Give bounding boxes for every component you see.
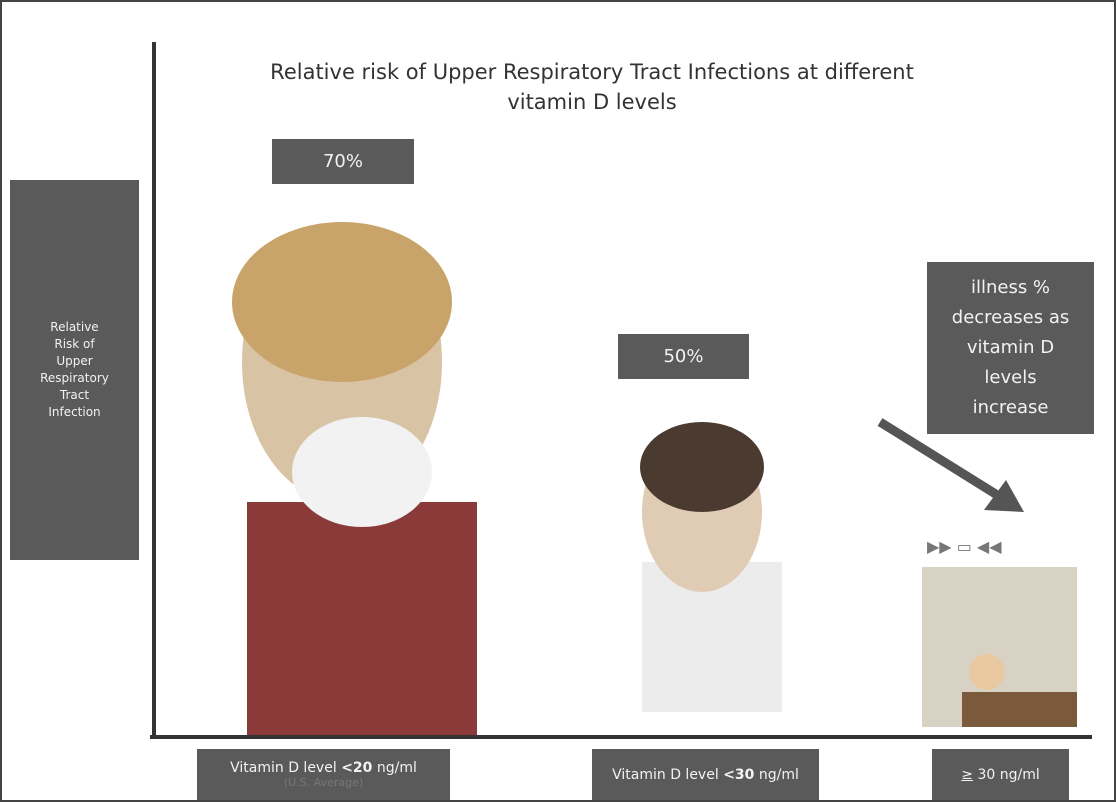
annotation-line: levels xyxy=(984,367,1037,388)
label-note: (U.S. Average) xyxy=(283,776,364,789)
label-part: ng/ml xyxy=(754,766,799,783)
y-label-line: Infection xyxy=(48,405,101,419)
y-label-line: Tract xyxy=(59,388,90,402)
label-part: 30 ng/ml xyxy=(973,766,1040,783)
annotation-line: decreases as xyxy=(951,307,1070,328)
y-label-line: Upper xyxy=(56,354,93,368)
category-label: Vitamin D level <20 ng/ml (U.S. Average) xyxy=(197,749,450,800)
y-label-line: Risk of xyxy=(54,337,95,351)
label-part: ≥ xyxy=(961,766,973,783)
annotation: illness % decreases as vitamin D levels … xyxy=(927,262,1094,434)
category-label: ≥ 30 ng/ml xyxy=(932,749,1069,800)
title: Relative risk of Upper Respiratory Tract… xyxy=(152,57,1032,117)
label-part: ng/ml xyxy=(372,760,417,776)
label-text: ≥ 30 ng/ml xyxy=(961,767,1039,783)
label-part: Vitamin D level xyxy=(230,760,342,776)
annotation-line: increase xyxy=(972,397,1049,418)
y-label-line: Relative xyxy=(50,320,99,334)
arrow-head xyxy=(984,480,1024,512)
y-label-line: Respiratory xyxy=(40,371,109,385)
svg-text:▶▶ ▭ ◀◀: ▶▶ ▭ ◀◀ xyxy=(927,537,1002,556)
child-sneezing xyxy=(232,222,477,737)
label-text: Vitamin D level <20 ng/ml xyxy=(230,760,417,776)
value-label: 70% xyxy=(272,139,414,184)
arrow xyxy=(877,418,1005,502)
label-text: Vitamin D level <30 ng/ml xyxy=(612,767,799,783)
y-label: Relative Risk of Upper Respiratory Tract… xyxy=(10,180,139,560)
annotation-line: illness % xyxy=(970,277,1051,298)
title-line: vitamin D levels xyxy=(507,90,677,114)
category-label: Vitamin D level <30 ng/ml xyxy=(592,749,819,800)
classroom-photo: ▶▶ ▭ ◀◀ xyxy=(922,537,1077,727)
label-part: <30 xyxy=(723,766,755,783)
value-label: 50% xyxy=(618,334,749,379)
child-nose xyxy=(640,422,782,712)
title-line: Relative risk of Upper Respiratory Tract… xyxy=(270,60,914,84)
label-part: Vitamin D level xyxy=(612,766,724,783)
label-part: <20 xyxy=(341,760,373,776)
annotation-line: vitamin D xyxy=(966,337,1055,358)
